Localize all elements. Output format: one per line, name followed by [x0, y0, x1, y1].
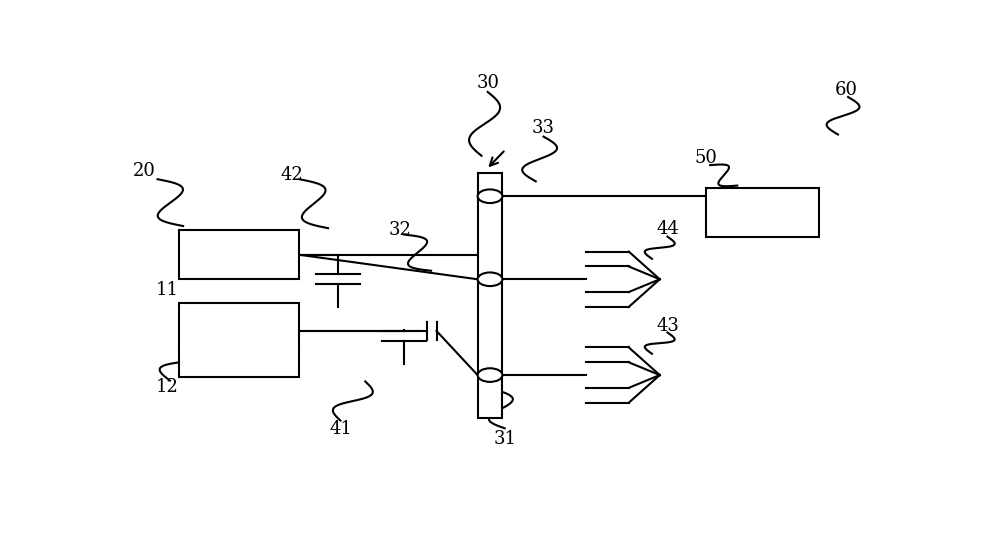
Text: 11: 11 [156, 281, 179, 299]
Bar [179, 302, 299, 377]
Text: 30: 30 [476, 75, 499, 92]
Bar [478, 173, 502, 418]
Text: 32: 32 [389, 221, 412, 239]
Text: 41: 41 [329, 420, 352, 438]
Circle shape [478, 368, 502, 382]
Text: 44: 44 [656, 220, 679, 238]
Circle shape [478, 273, 502, 286]
Text: 20: 20 [133, 161, 156, 180]
Text: 33: 33 [532, 119, 555, 137]
Circle shape [478, 190, 502, 203]
Text: 60: 60 [834, 81, 857, 99]
Bar [706, 187, 819, 237]
Bar [179, 230, 299, 279]
Text: 42: 42 [280, 166, 303, 184]
Text: 43: 43 [656, 317, 679, 335]
Text: 31: 31 [493, 430, 516, 448]
Text: 50: 50 [695, 149, 718, 167]
Text: 12: 12 [156, 378, 179, 395]
